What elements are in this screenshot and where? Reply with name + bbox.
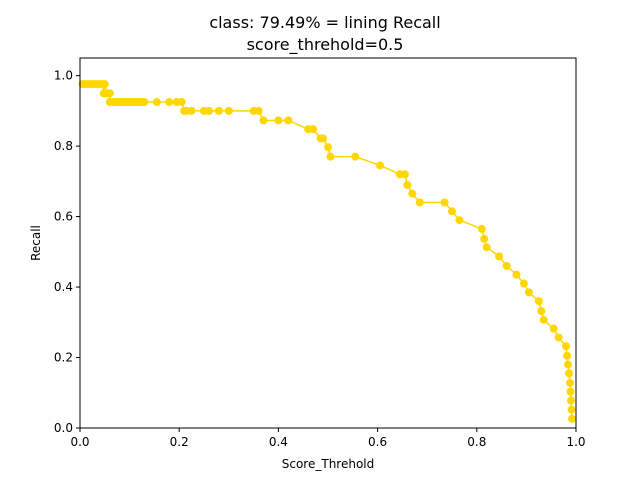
data-point bbox=[549, 324, 558, 333]
data-point bbox=[165, 98, 174, 107]
y-tick-label: 0.0 bbox=[54, 421, 73, 435]
plot-frame bbox=[79, 57, 577, 429]
data-point bbox=[565, 369, 574, 378]
data-point bbox=[512, 270, 521, 279]
data-point bbox=[274, 116, 283, 125]
x-tick-label: 0.0 bbox=[70, 435, 89, 449]
data-point bbox=[254, 106, 263, 115]
data-point bbox=[152, 98, 161, 107]
data-point bbox=[566, 387, 575, 396]
data-point bbox=[567, 396, 576, 405]
y-tick-label: 0.6 bbox=[54, 210, 73, 224]
data-point bbox=[482, 243, 491, 252]
data-point bbox=[326, 152, 335, 161]
data-point bbox=[477, 224, 486, 233]
data-point bbox=[204, 106, 213, 115]
data-point bbox=[448, 207, 456, 216]
y-tick-label: 0.8 bbox=[54, 139, 73, 153]
y-tick-label: 0.2 bbox=[54, 351, 73, 365]
axes: 0.0 0.2 0.4 0.6 0.8 1.0 0.0 0.2 0.4 0.6 0.8 1.0 bbox=[54, 69, 586, 449]
data-point bbox=[177, 98, 186, 107]
x-tick-label: 0.4 bbox=[269, 435, 288, 449]
data-point bbox=[324, 143, 332, 152]
data-point bbox=[562, 342, 571, 351]
series-group bbox=[78, 80, 577, 423]
data-point bbox=[455, 216, 464, 225]
data-point bbox=[408, 189, 417, 198]
data-point bbox=[568, 414, 577, 423]
data-point bbox=[309, 125, 318, 134]
data-point bbox=[534, 297, 543, 306]
data-point bbox=[502, 261, 511, 270]
data-point bbox=[480, 234, 489, 243]
data-point bbox=[440, 198, 449, 207]
data-point bbox=[214, 106, 223, 115]
x-tick-label: 0.8 bbox=[467, 435, 486, 449]
data-point bbox=[400, 170, 409, 179]
chart-title: class: 79.49% = lining Recall bbox=[209, 13, 440, 32]
data-point bbox=[140, 98, 149, 107]
data-point bbox=[567, 405, 576, 414]
data-point bbox=[495, 252, 504, 261]
data-point bbox=[519, 279, 528, 288]
x-axis-label: Score_Threhold bbox=[282, 457, 375, 471]
data-point bbox=[259, 116, 268, 125]
data-point bbox=[415, 198, 424, 207]
data-point bbox=[351, 152, 360, 161]
data-point bbox=[187, 106, 196, 115]
y-axis-label: Recall bbox=[29, 225, 43, 261]
data-point bbox=[376, 161, 385, 170]
data-point bbox=[105, 89, 114, 98]
data-point bbox=[537, 307, 546, 316]
y-tick-label: 0.4 bbox=[54, 280, 73, 294]
data-point bbox=[524, 288, 533, 297]
data-point bbox=[284, 116, 293, 125]
data-point bbox=[566, 378, 575, 387]
data-point bbox=[319, 134, 328, 143]
x-tick-label: 1.0 bbox=[566, 435, 585, 449]
data-point bbox=[554, 333, 563, 342]
data-point bbox=[224, 106, 233, 115]
data-point bbox=[539, 315, 548, 324]
data-point bbox=[403, 180, 412, 189]
chart-subtitle: score_threhold=0.5 bbox=[247, 35, 404, 55]
data-point bbox=[563, 351, 572, 360]
y-tick-label: 1.0 bbox=[54, 69, 73, 83]
x-tick-label: 0.2 bbox=[170, 435, 189, 449]
data-point bbox=[564, 360, 573, 369]
x-tick-label: 0.6 bbox=[368, 435, 387, 449]
data-point bbox=[100, 80, 109, 89]
